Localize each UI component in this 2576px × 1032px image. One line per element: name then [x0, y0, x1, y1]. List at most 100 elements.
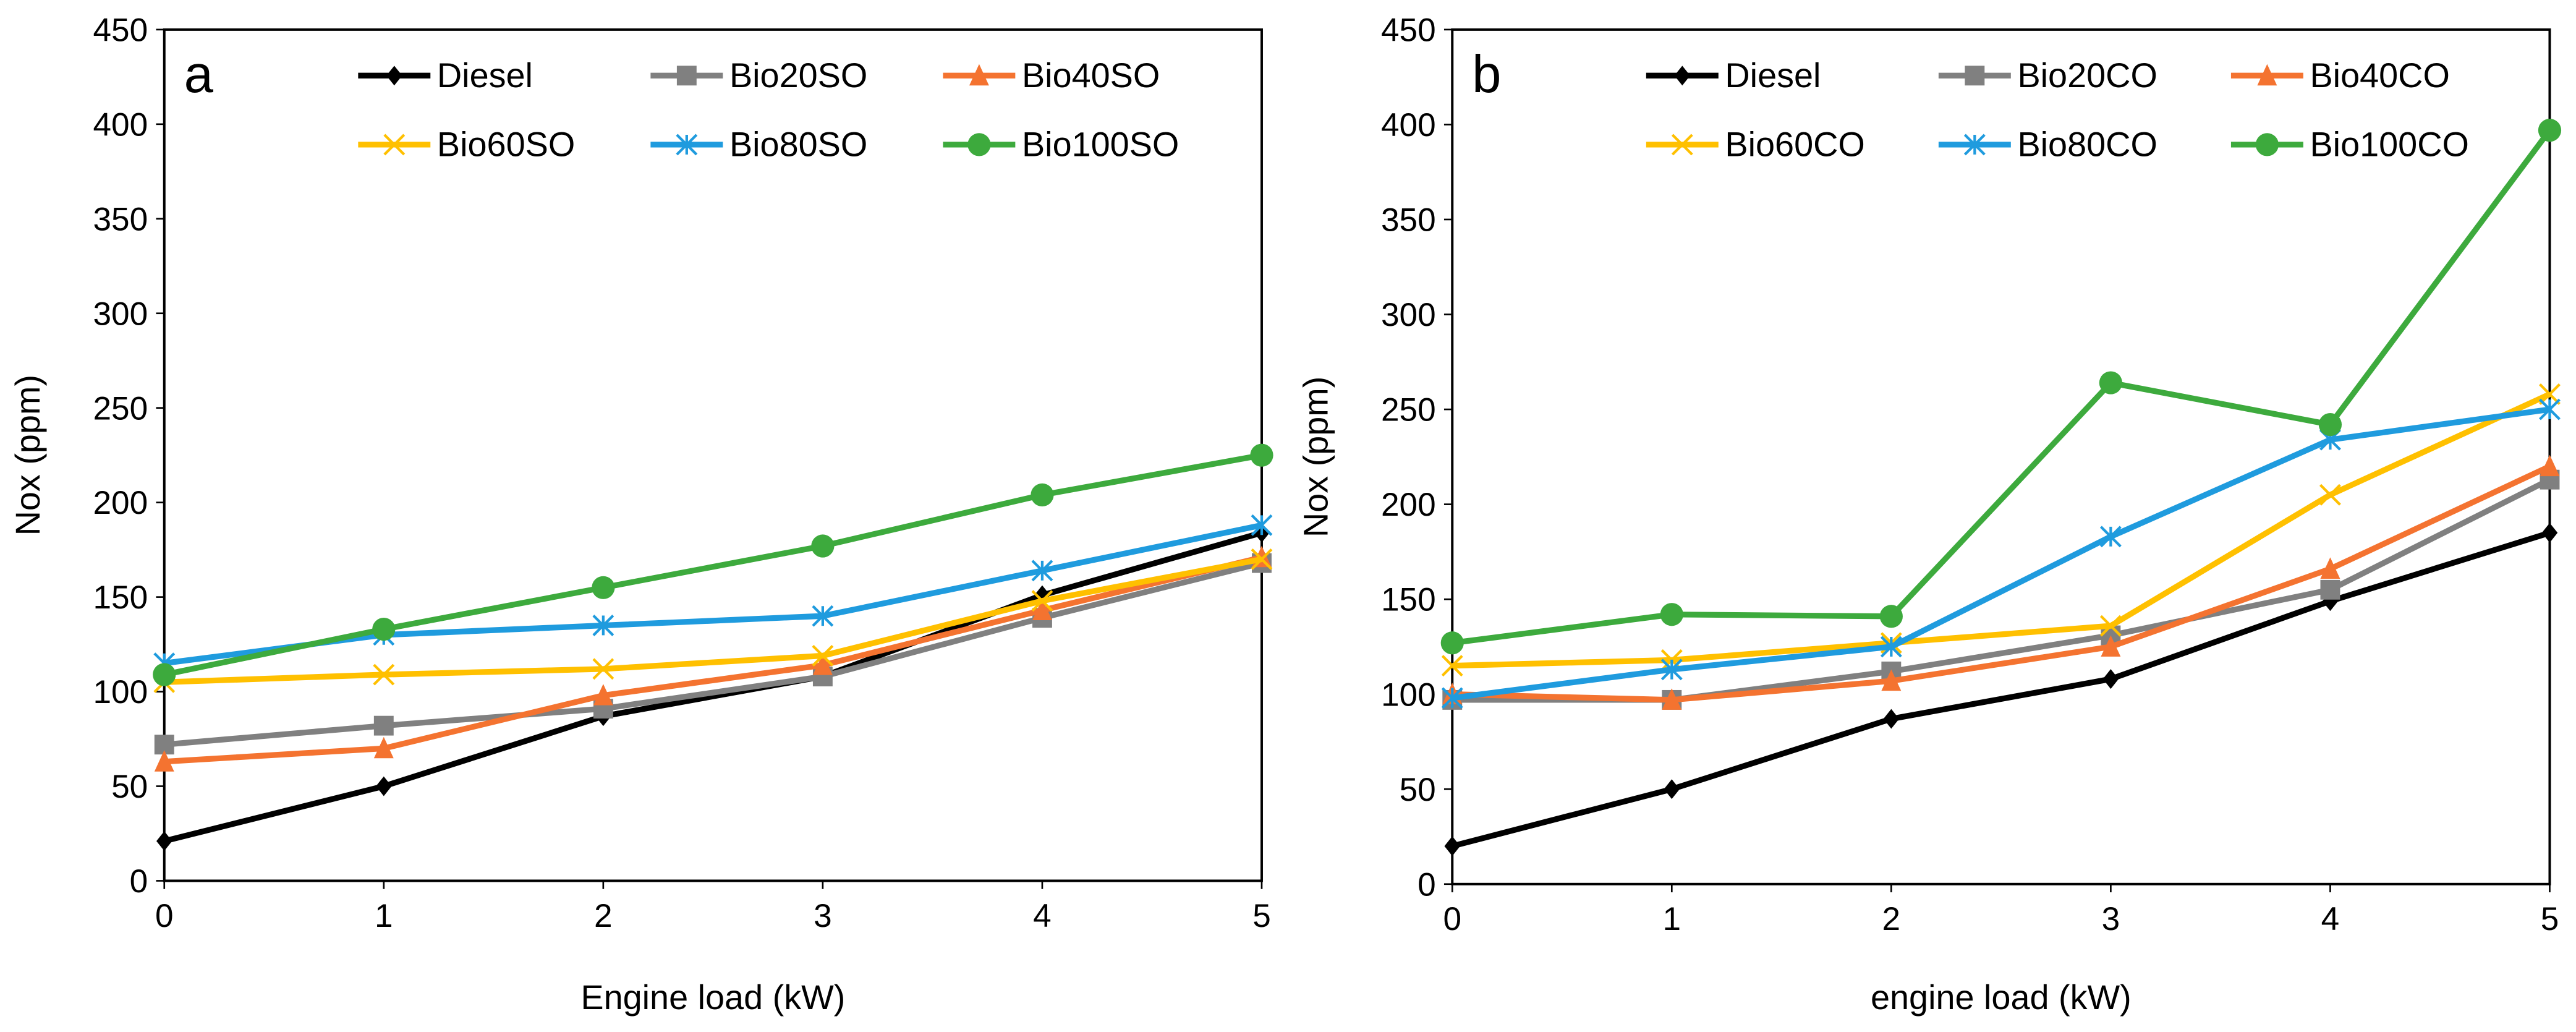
- x-tick-label: 4: [2321, 901, 2340, 937]
- marker-asterisk: [812, 605, 834, 627]
- marker-circle: [2538, 119, 2562, 142]
- marker-square: [1965, 66, 1985, 86]
- marker-square: [373, 715, 394, 736]
- marker-circle: [1879, 605, 1903, 628]
- series-Bio100CO: [1440, 119, 2562, 655]
- y-axis-title: Nox (ppm): [8, 375, 47, 535]
- marker-x: [1441, 655, 1463, 677]
- legend-item: Diesel: [1646, 56, 1821, 95]
- legend-label: Bio60SO: [437, 125, 575, 164]
- y-tick-label: 0: [1418, 866, 1436, 903]
- x-tick-label: 4: [1033, 898, 1052, 934]
- marker-asterisk: [1963, 134, 1986, 156]
- y-tick-label: 200: [93, 485, 148, 521]
- marker-triangle: [812, 654, 833, 675]
- marker-diamond: [1883, 709, 1900, 729]
- x-tick-label: 0: [1443, 901, 1461, 937]
- marker-triangle: [1881, 669, 1902, 691]
- y-tick-label: 450: [93, 12, 148, 48]
- x-tick-label: 2: [1882, 901, 1901, 937]
- legend-label: Bio100SO: [1022, 125, 1179, 164]
- chart-panel-a: 0 50 100 150 200 250 300 350 400 450 0 1 2 3 4 5 Engine …: [8, 12, 1273, 1017]
- marker-diamond: [1664, 779, 1680, 800]
- legend: Diesel Bio20SO Bio40SO Bio60SO Bio80SO Bio100…: [358, 56, 1179, 164]
- legend-label: Diesel: [437, 56, 533, 95]
- marker-asterisk: [2539, 398, 2561, 420]
- series-Bio100SO: [153, 443, 1273, 686]
- x-tick-label: 3: [814, 898, 832, 934]
- marker-circle: [967, 133, 991, 156]
- legend-label: Bio80CO: [2017, 125, 2157, 164]
- series-Diesel: [1444, 522, 2558, 856]
- y-tick-label: 250: [93, 390, 148, 427]
- marker-x: [592, 658, 614, 680]
- legend-item: Bio60SO: [358, 125, 575, 164]
- marker-x: [1671, 134, 1693, 156]
- series-line: [1452, 530, 2551, 849]
- marker-triangle: [2257, 64, 2277, 86]
- y-axis-title: Nox (ppm): [1296, 377, 1335, 537]
- marker-asterisk: [1031, 560, 1053, 582]
- marker-triangle: [593, 684, 613, 706]
- y-tick-label: 300: [93, 296, 148, 332]
- legend-item: Bio20SO: [650, 56, 867, 95]
- series-line: [1452, 391, 2551, 669]
- y-tick-label: 200: [1381, 487, 1436, 523]
- marker-x: [1251, 548, 1273, 570]
- marker-circle: [811, 534, 835, 558]
- x-tick-label: 2: [594, 898, 613, 934]
- marker-x: [812, 644, 834, 667]
- series-Bio80CO: [1441, 398, 2561, 709]
- marker-x: [373, 663, 395, 686]
- y-tick-label: 50: [111, 769, 148, 805]
- y-tick-label: 400: [93, 106, 148, 143]
- y-tick-label: 400: [1381, 107, 1436, 143]
- marker-diamond: [2102, 669, 2119, 689]
- marker-diamond: [1444, 836, 1461, 856]
- marker-circle: [2255, 133, 2279, 156]
- marker-x: [1031, 590, 1053, 612]
- marker-triangle: [969, 64, 989, 86]
- marker-diamond: [376, 776, 392, 796]
- marker-asterisk: [1880, 636, 1902, 658]
- legend-label: Bio80SO: [729, 125, 867, 164]
- legend-item: Bio80SO: [650, 125, 867, 164]
- legend-label: Bio20SO: [729, 56, 867, 95]
- marker-asterisk: [592, 615, 614, 636]
- legend-item: Bio80CO: [1938, 125, 2157, 164]
- series-Diesel: [156, 522, 1270, 851]
- marker-diamond: [156, 831, 172, 851]
- y-tick-label: 0: [130, 863, 148, 900]
- marker-asterisk: [2099, 526, 2122, 548]
- y-tick-label: 50: [1400, 772, 1436, 808]
- y-tick-label: 250: [1381, 392, 1436, 429]
- marker-circle: [2099, 371, 2122, 394]
- legend-item: Bio100SO: [943, 125, 1179, 164]
- marker-asterisk: [1251, 514, 1273, 536]
- marker-triangle: [154, 750, 174, 772]
- marker-triangle: [2320, 557, 2340, 579]
- x-tick-label: 5: [1252, 898, 1271, 934]
- marker-diamond: [1674, 66, 1691, 86]
- marker-triangle: [1032, 599, 1052, 620]
- marker-triangle: [373, 736, 394, 759]
- x-axis-title: Engine load (kW): [580, 978, 845, 1017]
- marker-diamond: [386, 66, 402, 86]
- y-tick-label: 300: [1381, 297, 1436, 333]
- legend-item: Diesel: [358, 56, 533, 95]
- y-tick-label: 150: [1381, 582, 1436, 618]
- y-tick-label: 350: [1381, 202, 1436, 239]
- series-line: [164, 556, 1262, 685]
- legend: Diesel Bio20CO Bio40CO Bio60CO Bio80CO Bio100…: [1646, 56, 2469, 164]
- series-Bio20SO: [154, 553, 1272, 755]
- legend-item: Bio60CO: [1646, 125, 1865, 164]
- marker-circle: [372, 618, 396, 641]
- series-line: [163, 530, 1263, 844]
- marker-x: [2539, 383, 2561, 405]
- y-tick-label: 350: [93, 201, 148, 237]
- panel-label: b: [1472, 45, 1501, 104]
- legend-label: Bio40CO: [2310, 56, 2449, 95]
- series-line: [164, 560, 1263, 748]
- legend-label: Bio100CO: [2310, 125, 2468, 164]
- x-tick-label: 3: [2102, 901, 2120, 937]
